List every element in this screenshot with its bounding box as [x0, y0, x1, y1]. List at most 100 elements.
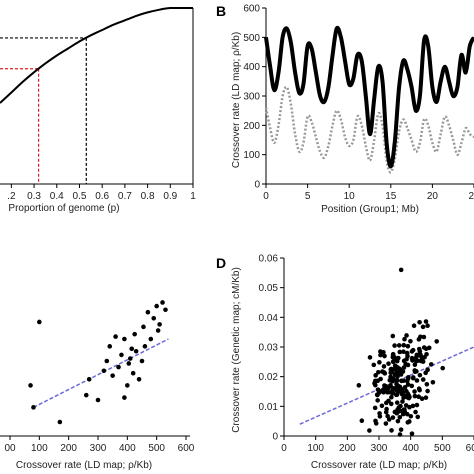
- panel-c-point: [141, 324, 146, 330]
- panel-d-point: [385, 390, 390, 395]
- panel-d-x-tick-label: 200: [339, 443, 356, 454]
- panel-d-point: [426, 345, 432, 351]
- panel-d-point: [397, 432, 403, 437]
- panel-c-x-tick-label: 500: [148, 443, 165, 454]
- panel-c-point: [154, 303, 159, 309]
- panel-c-point: [107, 344, 113, 349]
- panel-d: D 0 0.01 0.02 0.03 0.04 0.05 0.06 0 100 200 300 40…: [216, 254, 474, 471]
- panel-d-point: [372, 405, 378, 411]
- panel-d-y-ticks: 0 0.01 0.02 0.03 0.04 0.05 0.06: [259, 254, 284, 443]
- panel-d-point: [408, 413, 414, 419]
- panel-a-curve: [0, 6, 193, 104]
- panel-d-point: [408, 338, 413, 344]
- panel-c-point: [155, 328, 161, 333]
- panel-c-point: [145, 309, 151, 315]
- panel-a-x-tick-label: 0.6: [95, 191, 109, 202]
- panel-b-y-tick-label: 600: [243, 4, 260, 15]
- panel-d-point: [412, 369, 418, 374]
- panel-d-point: [383, 385, 389, 390]
- panel-d-point: [388, 367, 394, 372]
- panel-c-point: [122, 336, 127, 342]
- panel-c-point: [57, 419, 63, 425]
- panel-d-point: [412, 393, 418, 399]
- panel-d-point: [411, 323, 417, 329]
- panel-a-x-tick-label: .2: [7, 191, 16, 202]
- panel-d-point: [401, 358, 407, 364]
- panel-b-x-tick-label: 5: [305, 191, 311, 202]
- panel-b-x-tick-label: 20: [427, 191, 439, 202]
- panel-d-point: [412, 389, 417, 394]
- panel-c-point: [125, 383, 130, 388]
- panel-c-point: [148, 336, 154, 342]
- panel-d-point: [419, 396, 425, 401]
- panel-d-point: [398, 427, 404, 432]
- panel-b-y-tick-label: 0: [254, 180, 260, 191]
- panel-d-point: [386, 417, 392, 422]
- panel-d-point: [367, 355, 373, 360]
- panel-d-point: [410, 375, 416, 381]
- panel-d-point: [389, 394, 394, 400]
- panel-d-point: [401, 342, 407, 348]
- panel-c-point: [37, 319, 42, 325]
- panel-d-point: [371, 362, 377, 368]
- panel-a: .2 0.3 0.4 0.5 0.6 0.7 0.8 0.9 1 Proportion of g…: [0, 6, 196, 214]
- panel-c-point: [130, 370, 136, 376]
- panel-a-x-tick-label: 0.3: [27, 191, 41, 202]
- panel-d-point: [384, 400, 389, 406]
- panel-c: 00 100 200 300 400 500 600 Crossover rate (LD …: [0, 300, 195, 471]
- panel-b-y-tick-label: 500: [243, 33, 260, 44]
- panel-d-point: [402, 407, 407, 412]
- panel-c-point: [133, 348, 139, 354]
- panel-d-point: [398, 267, 404, 273]
- panel-d-x-tick-label: 500: [434, 443, 451, 454]
- panel-d-point: [395, 418, 401, 424]
- panel-c-point: [122, 395, 127, 400]
- panel-d-points: [356, 267, 446, 437]
- panel-c-x-tick-label: 100: [31, 443, 48, 454]
- panel-d-point: [397, 349, 403, 355]
- panel-d-trend-line: [299, 346, 474, 425]
- panel-a-x-tick-label: 1: [190, 191, 196, 202]
- panel-c-point: [132, 331, 137, 337]
- panel-d-point: [396, 343, 402, 348]
- panel-d-point: [400, 399, 405, 404]
- panel-d-point: [415, 414, 421, 420]
- panel-b-y-label: Crossover rate (LD map; ρ/Kb): [231, 32, 242, 168]
- panel-d-point: [406, 419, 412, 424]
- panel-d-point: [421, 345, 427, 350]
- panel-d-point: [417, 372, 423, 378]
- panel-c-point: [139, 358, 145, 364]
- panel-d-point: [392, 343, 397, 348]
- panel-b-x-tick-label: 15: [385, 191, 397, 202]
- panel-a-x-tick-label: 0.7: [118, 191, 132, 202]
- panel-b-y-tick-label: 400: [243, 62, 260, 73]
- panel-d-point: [377, 411, 382, 416]
- panel-c-point: [129, 346, 135, 352]
- panel-d-point: [376, 369, 381, 375]
- panel-d-point: [389, 428, 394, 433]
- panel-d-point: [407, 404, 412, 410]
- panel-d-point: [399, 391, 405, 397]
- panel-d-point: [423, 319, 429, 324]
- panel-d-point: [428, 362, 434, 367]
- panel-c-point: [160, 300, 165, 305]
- panel-d-x-tick-label: 0: [281, 443, 287, 454]
- panel-b-y-ticks: 0 100 200 300 400 500 600: [243, 4, 266, 191]
- panel-d-point: [405, 362, 411, 368]
- panel-c-point: [110, 373, 115, 378]
- panel-d-point: [384, 406, 389, 412]
- panel-d-point: [392, 355, 397, 360]
- panel-d-point: [399, 369, 405, 375]
- panel-d-point: [440, 365, 446, 371]
- panel-c-point: [83, 392, 89, 398]
- panel-d-y-tick-label: 0.04: [259, 313, 279, 324]
- panel-b-x-tick-label: 25: [468, 191, 474, 202]
- panel-d-point: [386, 361, 391, 366]
- panel-d-y-tick-label: 0.03: [259, 343, 279, 354]
- panel-d-point: [410, 403, 416, 409]
- panel-d-point: [425, 323, 430, 329]
- panel-d-y-tick-label: 0: [272, 432, 278, 443]
- panel-c-point: [127, 356, 133, 361]
- panel-c-x-tick-label: 600: [178, 443, 195, 454]
